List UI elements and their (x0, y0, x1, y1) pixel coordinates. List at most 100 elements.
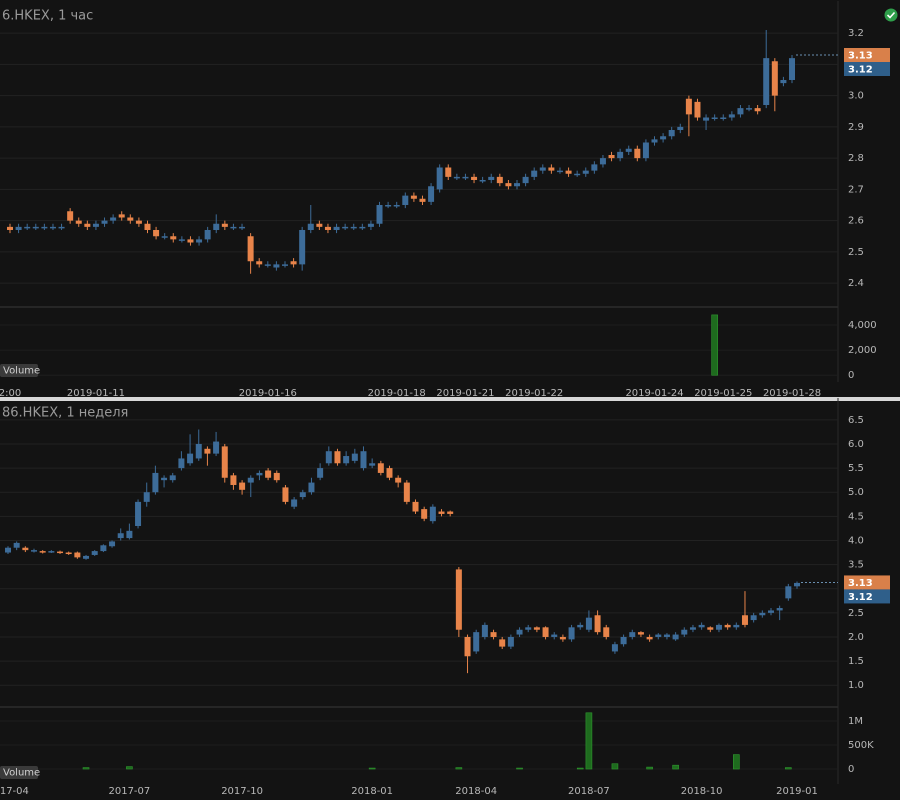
candle-body (221, 446, 228, 478)
candle-body (7, 226, 13, 230)
x-tick-label: 2018-07 (568, 786, 610, 797)
x-tick-label: 2019-01-22 (505, 388, 563, 399)
candle-body (143, 492, 150, 502)
candle-body (325, 451, 332, 464)
volume-tick-label: 0 (848, 764, 854, 775)
candle-body (625, 148, 632, 152)
candle-body (608, 155, 615, 159)
candle-body (556, 170, 563, 173)
candle-body (464, 636, 471, 657)
candle-body (170, 236, 177, 240)
candle-body (49, 226, 56, 229)
candle-body (367, 223, 374, 227)
y-tick-label: 1.0 (848, 680, 864, 691)
x-tick-label: 2019-01 (776, 786, 818, 797)
candle-body (780, 80, 787, 84)
candle-body (794, 582, 800, 587)
volume-bar (585, 712, 593, 770)
candle-body (230, 475, 237, 485)
candle-body (91, 551, 98, 555)
candle-body (447, 511, 454, 514)
candle-body (308, 482, 315, 493)
candle-body (403, 482, 410, 502)
candle-body (685, 98, 692, 115)
candle-body (429, 506, 436, 522)
candle-body (551, 634, 558, 637)
volume-bar (611, 763, 619, 770)
candle-body (386, 468, 393, 478)
x-tick-label: 2018-04 (455, 786, 497, 797)
candle-body (84, 223, 91, 227)
price-marker (844, 575, 890, 590)
candle-body (135, 220, 142, 224)
candle-body (195, 443, 202, 459)
candle-body (611, 644, 618, 652)
candle-body (499, 639, 506, 647)
candle-body (525, 627, 532, 630)
candle-body (746, 108, 753, 110)
candle-body (655, 634, 662, 637)
candle-body (677, 126, 684, 130)
candle-body (196, 239, 203, 243)
candle-body (273, 264, 280, 268)
candle-body (376, 205, 383, 224)
candle-body (505, 183, 512, 187)
candle-body (57, 551, 64, 554)
candle-body (31, 550, 38, 552)
candle-body (169, 475, 176, 481)
status-icon[interactable] (884, 8, 898, 22)
x-tick-label: 2018-01 (351, 786, 393, 797)
y-tick-label: 3.2 (848, 28, 864, 39)
volume-tick-label: 0 (848, 370, 854, 381)
candle-body (126, 530, 133, 539)
candle-body (92, 223, 99, 227)
candle-body (785, 586, 792, 599)
y-tick-label: 2.4 (848, 278, 864, 289)
candle-body (58, 226, 65, 229)
candle-body (620, 636, 627, 645)
volume-bar (516, 767, 523, 770)
y-tick-label: 2.9 (848, 122, 864, 133)
candle-body (594, 615, 601, 633)
candle-body (109, 541, 116, 547)
x-tick-label: 2019-01-21 (436, 388, 494, 399)
candle-body (559, 636, 566, 640)
candle-body (135, 501, 142, 526)
candle-body (161, 236, 168, 238)
candle-body (317, 468, 324, 478)
candle-body (118, 214, 125, 218)
candle-body (574, 173, 581, 176)
candle-body (350, 226, 357, 229)
candle-body (453, 176, 460, 179)
volume-bar (368, 767, 376, 770)
candle-body (754, 108, 761, 112)
candle-body (144, 223, 151, 230)
volume-bar (455, 767, 463, 770)
candle-body (178, 458, 185, 469)
price-marker-label: 3.13 (848, 51, 873, 62)
candle-body (715, 624, 722, 630)
candle-body (213, 441, 220, 454)
candle-body (539, 167, 546, 171)
candle-body (324, 226, 331, 230)
candle-body (299, 492, 306, 498)
candle-body (67, 211, 74, 221)
candle-body (776, 608, 783, 611)
candle-body (402, 195, 409, 205)
candle-body (39, 551, 46, 553)
candle-body (281, 264, 288, 266)
candle-body (385, 205, 392, 207)
candle-body (733, 624, 740, 628)
chart-title: 86.HKEX, 1 неделя (2, 406, 128, 421)
candle-body (265, 470, 272, 478)
candle-body (516, 629, 523, 635)
candle-body (230, 226, 237, 229)
candle-body (187, 239, 194, 243)
candle-body (256, 261, 263, 265)
candle-body (24, 226, 31, 229)
candle-body (789, 58, 795, 80)
candle-body (48, 551, 55, 553)
candle-body (707, 627, 714, 630)
volume-bar (82, 767, 90, 770)
